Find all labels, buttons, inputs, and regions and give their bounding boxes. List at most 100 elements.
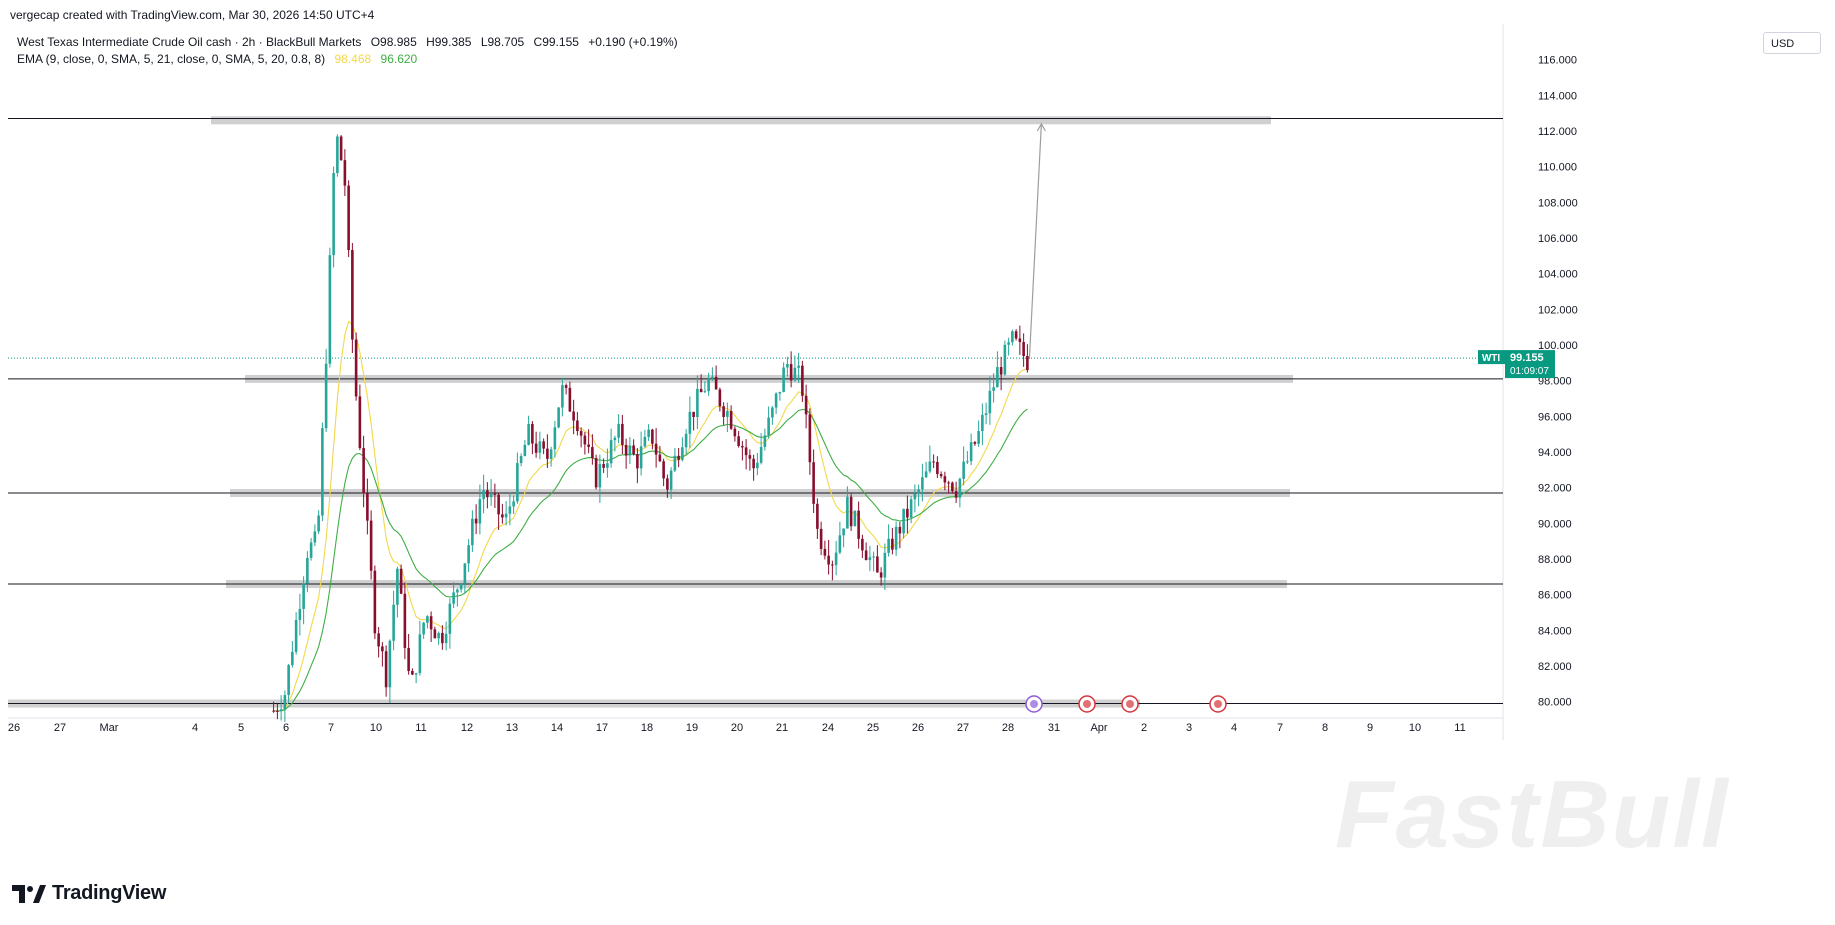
- candle-body: [977, 431, 980, 444]
- candle-body: [969, 442, 973, 462]
- x-tick-label: 11: [1454, 722, 1465, 734]
- candle-body: [527, 423, 530, 445]
- candle-body: [894, 526, 898, 550]
- x-tick-label: 27: [54, 722, 66, 734]
- candle-body: [801, 365, 804, 396]
- candle-body: [422, 622, 425, 635]
- candle-body: [287, 665, 290, 696]
- candle-body: [429, 616, 433, 630]
- candle-body: [452, 592, 455, 604]
- x-tick-label: 26: [8, 722, 20, 734]
- candle-body: [981, 414, 984, 432]
- candle-body: [437, 632, 440, 639]
- candle-body: [666, 478, 669, 490]
- candle-body: [598, 464, 602, 488]
- ema-row[interactable]: EMA (9, close, 0, SMA, 5, 21, close, 0, …: [17, 51, 678, 68]
- y-tick-label: 98.000: [1538, 376, 1572, 388]
- candle-body: [621, 423, 624, 445]
- candle-body: [459, 583, 463, 590]
- candle-body: [426, 616, 429, 623]
- candle-body: [283, 695, 287, 710]
- candle-body: [741, 445, 744, 448]
- tradingview-logo[interactable]: TradingView: [12, 882, 166, 905]
- candle-body: [954, 491, 958, 498]
- candle-body: [414, 673, 418, 675]
- candle-body: [951, 482, 954, 492]
- candles: [272, 134, 1029, 722]
- candle-body: [602, 464, 605, 468]
- x-tick-label: 17: [596, 722, 608, 734]
- candle-body: [531, 423, 534, 444]
- x-tick-label: 10: [370, 722, 382, 734]
- x-tick-label: 6: [283, 722, 289, 734]
- x-tick-label: 9: [1367, 722, 1373, 734]
- price-tag-symbol: WTI: [1482, 353, 1501, 364]
- price-tag-countdown: 01:09:07: [1510, 366, 1549, 377]
- candle-body: [317, 515, 320, 532]
- chart-legend: West Texas Intermediate Crude Oil cash ·…: [17, 34, 678, 68]
- candle-body: [591, 447, 594, 459]
- candle-body: [433, 629, 437, 639]
- candle-body: [474, 518, 478, 524]
- y-tick-label: 102.000: [1538, 304, 1578, 316]
- candle-body: [947, 482, 950, 484]
- price-tag-price: 99.155: [1510, 352, 1544, 364]
- candle-body: [876, 556, 879, 573]
- candle-body: [471, 518, 474, 546]
- x-tick-label: 27: [957, 722, 969, 734]
- candle-body: [962, 461, 965, 479]
- candle-body: [786, 363, 789, 368]
- candle-body: [579, 431, 583, 436]
- price-tag: WTI 99.155 01:09:07: [1478, 350, 1555, 379]
- candle-body: [658, 454, 662, 462]
- ema-label: EMA (9, close, 0, SMA, 5, 21, close, 0, …: [17, 52, 326, 66]
- candle-body: [812, 462, 815, 504]
- candle-body: [639, 446, 643, 469]
- candle-body: [403, 593, 407, 648]
- candle-body: [523, 444, 527, 457]
- candle-body: [306, 557, 309, 584]
- candle-body: [849, 496, 853, 527]
- x-tick-label: 21: [776, 722, 788, 734]
- candle-body: [324, 363, 328, 429]
- candle-body: [999, 367, 1003, 375]
- candle-body: [651, 429, 654, 444]
- candle-body: [767, 417, 770, 436]
- level-zone[interactable]: [211, 116, 1271, 125]
- candle-body: [853, 510, 857, 527]
- lightning-event-icon-dot: [1030, 700, 1038, 708]
- candle-body: [482, 490, 485, 500]
- candle-body: [939, 474, 943, 477]
- projection-line[interactable]: [1028, 123, 1042, 360]
- x-tick-label: 5: [238, 722, 244, 734]
- candle-body: [906, 508, 909, 518]
- candle-body: [609, 440, 613, 464]
- candle-body: [684, 433, 688, 448]
- candle-body: [917, 489, 920, 494]
- candle-body: [564, 385, 568, 388]
- candle-body: [557, 407, 560, 428]
- symbol-row: West Texas Intermediate Crude Oil cash ·…: [17, 34, 678, 51]
- x-tick-label: 18: [641, 722, 653, 734]
- currency-button[interactable]: USD: [1763, 32, 1821, 54]
- candle-body: [913, 493, 917, 500]
- candle-body: [418, 634, 422, 674]
- candle-body: [669, 470, 673, 490]
- ema-fast-line: [273, 320, 1028, 712]
- price-axis: 80.000 82.000 84.000 86.000 88.000 90.000 92.0…: [1538, 55, 1578, 709]
- y-tick-label: 116.000: [1538, 55, 1577, 67]
- candle-body: [613, 437, 617, 441]
- candle-body: [1018, 338, 1022, 343]
- candle-body: [988, 390, 992, 414]
- candle-body: [493, 493, 497, 495]
- x-tick-label: 12: [461, 722, 473, 734]
- candle-body: [313, 531, 317, 543]
- candle-body: [362, 448, 365, 494]
- candle-body: [309, 542, 313, 558]
- candle-body: [958, 478, 962, 498]
- symbol-title[interactable]: West Texas Intermediate Crude Oil cash ·…: [17, 35, 362, 49]
- x-tick-label: 25: [867, 722, 879, 734]
- candle-body: [583, 435, 587, 445]
- candle-body: [827, 555, 830, 565]
